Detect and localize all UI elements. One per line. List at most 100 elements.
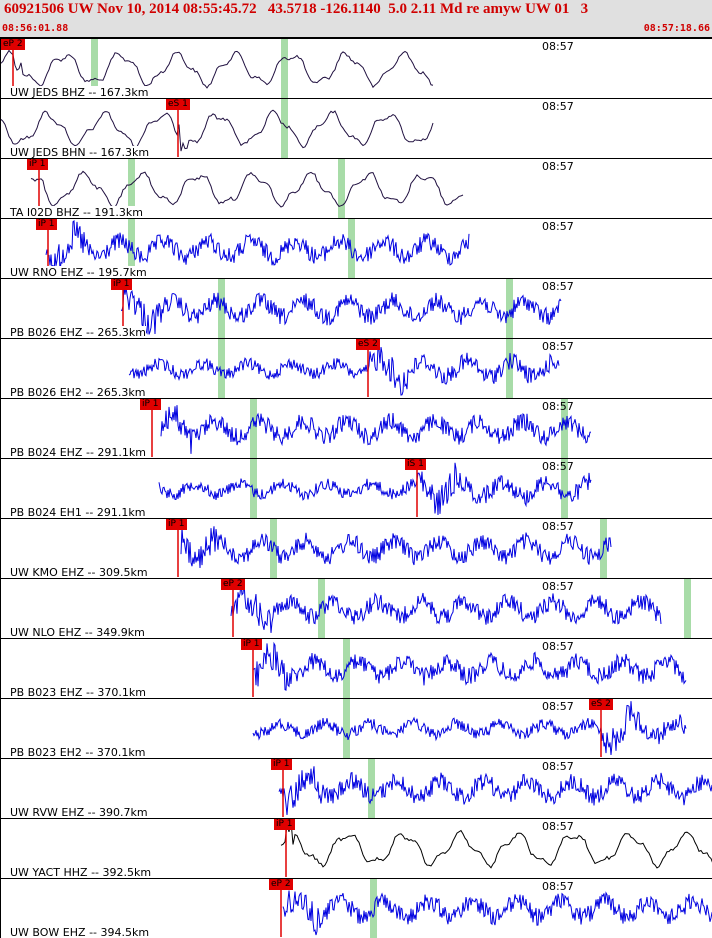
station-channel-label: PB B023 EH2 -- 370.1km: [10, 746, 146, 758]
waveform-plot: [177, 519, 612, 578]
station-channel-label: UW RVW EHZ -- 390.7km: [10, 806, 148, 818]
phase-marker: [684, 579, 691, 638]
phase-marker: [281, 99, 288, 158]
time-tick-label: 08:57: [542, 760, 574, 773]
event-header: 60921506 UW Nov 10, 2014 08:55:45.72 43.…: [0, 0, 712, 38]
phase-pick-flag[interactable]: iP 1: [111, 279, 132, 290]
time-tick-label: 08:57: [542, 220, 574, 233]
waveform-line: [158, 462, 592, 516]
phase-pick-flag[interactable]: eS 1: [166, 99, 190, 110]
phase-pick-flag[interactable]: iP 1: [140, 399, 161, 410]
station-channel-label: UW RNO EHZ -- 195.7km: [10, 266, 147, 278]
phase-marker: [281, 39, 288, 98]
trace-panel[interactable]: iP 1 08:57 UW RVW EHZ -- 390.7km: [0, 758, 712, 818]
trace-panel[interactable]: eP 2 08:57 UW NLO EHZ -- 349.9km: [0, 578, 712, 638]
station-channel-label: UW BOW EHZ -- 394.5km: [10, 926, 150, 938]
waveform-plot: [230, 579, 691, 638]
waveform-plot: [151, 399, 592, 458]
time-tick-label: 08:57: [542, 880, 574, 893]
waveform-plot: [252, 639, 687, 698]
waveform-plot: [1, 99, 434, 158]
phase-marker: [250, 459, 257, 518]
waveform-line: [230, 582, 662, 633]
trace-panel[interactable]: eP 2 08:57 UW JEDS BHZ -- 167.3km: [0, 38, 712, 98]
waveform-plot: [128, 339, 560, 398]
time-tick-label: 08:57: [542, 280, 574, 293]
station-channel-label: PB B024 EH1 -- 291.1km: [10, 506, 146, 518]
phase-marker: [128, 159, 135, 218]
waveform-line: [252, 641, 687, 691]
phase-marker: [338, 159, 345, 218]
phase-pick-flag[interactable]: iS 1: [405, 459, 426, 470]
waveform-line: [1, 109, 434, 152]
station-channel-label: PB B023 EHZ -- 370.1km: [10, 686, 146, 698]
waveform-line: [252, 701, 687, 756]
trace-panel[interactable]: eS 2 08:57 PB B026 EH2 -- 265.3km: [0, 338, 712, 398]
phase-pick-flag[interactable]: iP 1: [36, 219, 57, 230]
trace-panel[interactable]: iP 1 08:57 PB B026 EHZ -- 265.3km: [0, 278, 712, 338]
trace-panel[interactable]: eS 2 08:57 PB B023 EH2 -- 370.1km: [0, 698, 712, 758]
waveform-line: [278, 766, 712, 816]
phase-pick-flag[interactable]: eP 2: [221, 579, 245, 590]
phase-marker: [561, 459, 568, 518]
time-tick-label: 08:57: [542, 160, 574, 173]
waveform-plot: [158, 459, 592, 518]
trace-panel[interactable]: iP 1 08:57 UW YACT HHZ -- 392.5km: [0, 818, 712, 878]
station-channel-label: UW NLO EHZ -- 349.9km: [10, 626, 145, 638]
phase-marker: [218, 339, 225, 398]
phase-pick-flag[interactable]: eP 2: [1, 39, 25, 50]
phase-marker: [250, 399, 257, 458]
phase-marker: [91, 39, 98, 98]
station-channel-label: UW JEDS BHN -- 167.3km: [10, 146, 150, 158]
phase-pick-flag[interactable]: iP 1: [241, 639, 262, 650]
phase-pick-flag[interactable]: iP 1: [271, 759, 292, 770]
trace-panel[interactable]: iP 1 08:57 TA I02D BHZ -- 191.3km: [0, 158, 712, 218]
trace-panel[interactable]: iP 1 08:57 UW KMO EHZ -- 309.5km: [0, 518, 712, 578]
trace-panel[interactable]: iP 1 08:57 UW RNO EHZ -- 195.7km: [0, 218, 712, 278]
waveform-line: [280, 820, 712, 869]
phase-marker: [370, 879, 377, 938]
waveform-line: [180, 526, 612, 569]
trace-panel[interactable]: eS 1 08:57 UW JEDS BHN -- 167.3km: [0, 98, 712, 158]
seismogram-traces[interactable]: eP 2 08:57 UW JEDS BHZ -- 167.3km eS 1 08:57…: [0, 38, 712, 938]
waveform-line: [1, 49, 434, 89]
event-info-title: 60921506 UW Nov 10, 2014 08:55:45.72 43.…: [4, 1, 589, 17]
time-tick-label: 08:57: [542, 100, 574, 113]
phase-pick-flag[interactable]: iP 1: [166, 519, 187, 530]
trace-panel[interactable]: iP 1 08:57 PB B024 EHZ -- 291.1km: [0, 398, 712, 458]
waveform-plot: [252, 699, 687, 758]
phase-pick-flag[interactable]: eP 2: [269, 879, 293, 890]
phase-pick-flag[interactable]: eS 2: [356, 339, 380, 350]
start-time-label: 08:56:01.88: [2, 23, 69, 34]
phase-pick-flag[interactable]: eS 2: [589, 699, 613, 710]
station-channel-label: PB B026 EHZ -- 265.3km: [10, 326, 146, 338]
waveform-line: [45, 220, 470, 276]
phase-marker: [343, 699, 350, 758]
time-tick-label: 08:57: [542, 520, 574, 533]
phase-marker: [368, 759, 375, 818]
time-tick-label: 08:57: [542, 460, 574, 473]
trace-panel[interactable]: iS 1 08:57 PB B024 EH1 -- 291.1km: [0, 458, 712, 518]
waveform-line: [30, 170, 464, 208]
time-tick-label: 08:57: [542, 700, 574, 713]
phase-marker: [218, 279, 225, 338]
station-channel-label: TA I02D BHZ -- 191.3km: [10, 206, 143, 218]
station-channel-label: PB B024 EHZ -- 291.1km: [10, 446, 146, 458]
waveform-line: [120, 285, 562, 335]
waveform-plot: [280, 879, 712, 938]
trace-panel[interactable]: eP 2 08:57 UW BOW EHZ -- 394.5km: [0, 878, 712, 938]
time-tick-label: 08:57: [542, 580, 574, 593]
phase-pick-flag[interactable]: iP 1: [274, 819, 295, 830]
station-channel-label: UW YACT HHZ -- 392.5km: [10, 866, 152, 878]
phase-pick-flag[interactable]: iP 1: [27, 159, 48, 170]
phase-marker: [561, 399, 568, 458]
trace-panel[interactable]: iP 1 08:57 PB B023 EHZ -- 370.1km: [0, 638, 712, 698]
time-tick-label: 08:57: [542, 40, 574, 53]
waveform-line: [160, 405, 592, 454]
time-tick-label: 08:57: [542, 400, 574, 413]
time-tick-label: 08:57: [542, 340, 574, 353]
waveform-plot: [278, 759, 712, 818]
waveform-line: [282, 890, 712, 936]
waveform-plot: [280, 820, 712, 877]
phase-marker: [506, 279, 513, 338]
